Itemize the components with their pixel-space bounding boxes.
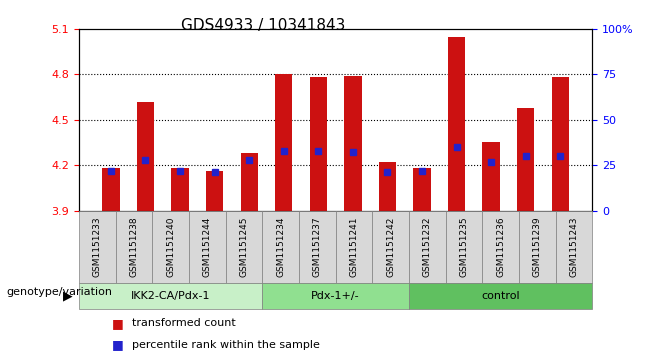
Bar bbox=[102, 168, 120, 211]
Bar bbox=[448, 37, 465, 211]
Text: control: control bbox=[481, 291, 520, 301]
Text: GSM1151237: GSM1151237 bbox=[313, 216, 322, 277]
Text: GSM1151243: GSM1151243 bbox=[569, 217, 578, 277]
Bar bbox=[172, 168, 189, 211]
Text: GSM1151232: GSM1151232 bbox=[422, 217, 432, 277]
Text: ■: ■ bbox=[112, 338, 124, 351]
Bar bbox=[482, 143, 499, 211]
Text: ■: ■ bbox=[112, 317, 124, 330]
Bar bbox=[275, 74, 292, 211]
Text: GSM1151235: GSM1151235 bbox=[459, 216, 468, 277]
Bar bbox=[310, 77, 327, 211]
Text: IKK2-CA/Pdx-1: IKK2-CA/Pdx-1 bbox=[131, 291, 211, 301]
Text: GSM1151245: GSM1151245 bbox=[240, 217, 249, 277]
Text: GSM1151242: GSM1151242 bbox=[386, 217, 395, 277]
Bar bbox=[137, 102, 154, 211]
Bar bbox=[206, 171, 223, 211]
Bar bbox=[241, 153, 258, 211]
Text: GSM1151241: GSM1151241 bbox=[349, 217, 359, 277]
Text: transformed count: transformed count bbox=[132, 318, 236, 328]
Bar bbox=[379, 162, 396, 211]
Text: percentile rank within the sample: percentile rank within the sample bbox=[132, 340, 320, 350]
Text: Pdx-1+/-: Pdx-1+/- bbox=[311, 291, 360, 301]
Text: GSM1151240: GSM1151240 bbox=[166, 217, 175, 277]
Text: genotype/variation: genotype/variation bbox=[7, 287, 113, 297]
Text: GSM1151234: GSM1151234 bbox=[276, 217, 285, 277]
Text: GSM1151244: GSM1151244 bbox=[203, 217, 212, 277]
Text: GSM1151238: GSM1151238 bbox=[130, 216, 138, 277]
Bar bbox=[413, 168, 430, 211]
Text: GSM1151239: GSM1151239 bbox=[533, 216, 542, 277]
Text: GSM1151236: GSM1151236 bbox=[496, 216, 505, 277]
Bar bbox=[551, 77, 569, 211]
Text: ▶: ▶ bbox=[63, 289, 72, 302]
Text: GDS4933 / 10341843: GDS4933 / 10341843 bbox=[181, 18, 345, 33]
Text: GSM1151233: GSM1151233 bbox=[93, 216, 102, 277]
Bar bbox=[517, 108, 534, 211]
Bar bbox=[344, 76, 361, 211]
